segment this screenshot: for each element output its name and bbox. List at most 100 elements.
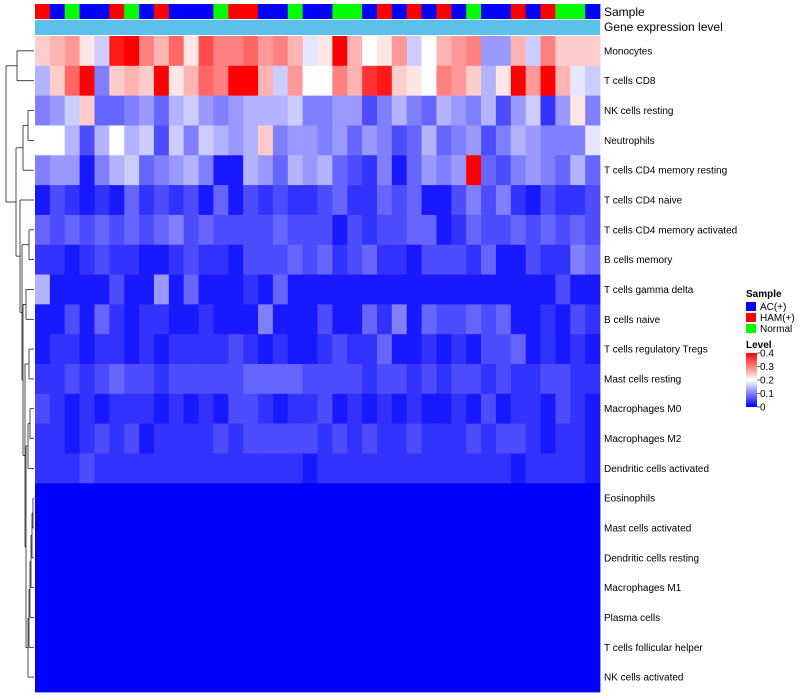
heatmap-cell [272, 36, 289, 67]
heatmap-cell [198, 185, 214, 216]
heatmap-cell [79, 274, 95, 305]
sample-annotation-cell [406, 4, 422, 19]
heatmap-cell [347, 244, 363, 275]
heatmap-cell [109, 662, 125, 693]
heatmap-cell [540, 513, 556, 544]
heatmap-cell [49, 244, 66, 275]
heatmap-cell [466, 36, 482, 67]
heatmap-cell [510, 274, 527, 305]
heatmap-cell [168, 423, 185, 454]
heatmap-cell [35, 572, 51, 603]
heatmap-cell [213, 572, 229, 603]
heatmap-cell [391, 36, 408, 67]
heatmap-cell [228, 364, 244, 395]
heatmap-cell [79, 36, 95, 67]
heatmap-cell [317, 453, 333, 484]
heatmap-cell [481, 662, 497, 693]
heatmap-cell [570, 274, 586, 305]
row-label: Monocytes [604, 46, 652, 57]
heatmap-cell [540, 334, 556, 365]
heatmap-cell [495, 244, 512, 275]
heatmap-cell [391, 572, 408, 603]
heatmap-cell [35, 36, 51, 67]
heatmap-cell [451, 244, 467, 275]
heatmap-cell [436, 393, 452, 425]
heatmap-cell [198, 334, 214, 365]
heatmap-cell [124, 155, 140, 186]
heatmap-cell [272, 393, 289, 425]
heatmap-cell [317, 65, 333, 97]
heatmap-cell [258, 513, 274, 544]
heatmap-cell [451, 602, 467, 633]
heatmap-cell [376, 453, 393, 484]
heatmap-cell [79, 125, 95, 156]
heatmap-cell [406, 364, 422, 395]
heatmap-cell [35, 95, 51, 126]
heatmap-cell [35, 65, 51, 97]
heatmap-cell [94, 572, 110, 603]
heatmap-cell [436, 483, 452, 514]
heatmap-cell [94, 155, 110, 186]
heatmap-cell [139, 423, 155, 454]
sample-annotation-cell [555, 4, 571, 19]
heatmap-cell [64, 572, 81, 603]
heatmap-cell [35, 513, 51, 544]
heatmap-cell [287, 155, 304, 186]
heatmap-cell [540, 453, 556, 484]
heatmap-cell [525, 334, 541, 365]
heatmap-cell [495, 602, 512, 633]
heatmap-cell [332, 125, 348, 156]
heatmap-cell [302, 274, 318, 305]
heatmap-cell [287, 95, 304, 126]
heatmap-cell [317, 125, 333, 156]
heatmap-cell [317, 602, 333, 633]
heatmap-cell [79, 334, 95, 365]
heatmap-cell [481, 632, 497, 663]
heatmap-cell [243, 513, 259, 544]
heatmap-cell [198, 214, 214, 246]
heatmap-cell [153, 542, 170, 574]
heatmap-cell [347, 453, 363, 484]
heatmap-cell [49, 513, 66, 544]
heatmap-cell [168, 65, 185, 97]
heatmap-cell [79, 572, 95, 603]
heatmap-cell [243, 125, 259, 156]
row-label: B cells naive [604, 315, 661, 326]
heatmap-cell [258, 214, 274, 246]
heatmap-cell [183, 185, 199, 216]
heatmap-cell [510, 513, 527, 544]
heatmap-cell [510, 542, 527, 574]
heatmap-cell [198, 423, 214, 454]
heatmap-cell [64, 334, 81, 365]
heatmap-cell [168, 214, 185, 246]
heatmap-cell [495, 65, 512, 97]
heatmap-cell [362, 95, 378, 126]
heatmap-cell [94, 274, 110, 305]
heatmap-cell [466, 244, 482, 275]
heatmap-cell [540, 304, 556, 335]
heatmap-cell [302, 125, 318, 156]
heatmap-cell [258, 36, 274, 67]
heatmap-cell [585, 125, 601, 156]
heatmap-cell [35, 155, 51, 186]
heatmap-cell [510, 483, 527, 514]
heatmap-cell [585, 483, 601, 514]
heatmap-cell [436, 334, 452, 365]
heatmap-cell [153, 662, 170, 693]
heatmap-cell [94, 662, 110, 693]
heatmap-cell [525, 602, 541, 633]
heatmap-cell [243, 334, 259, 365]
heatmap-cell [79, 632, 95, 663]
heatmap-cell [332, 36, 348, 67]
heatmap-cell [540, 36, 556, 67]
heatmap-cell [376, 662, 393, 693]
heatmap-cell [510, 155, 527, 186]
heatmap-cell [510, 364, 527, 395]
heatmap-cell [168, 334, 185, 365]
heatmap-cell [362, 423, 378, 454]
sample-annotation-cell [525, 4, 541, 19]
sample-annotation-cell [109, 4, 125, 19]
heatmap-cell [139, 632, 155, 663]
heatmap-cell [347, 65, 363, 97]
